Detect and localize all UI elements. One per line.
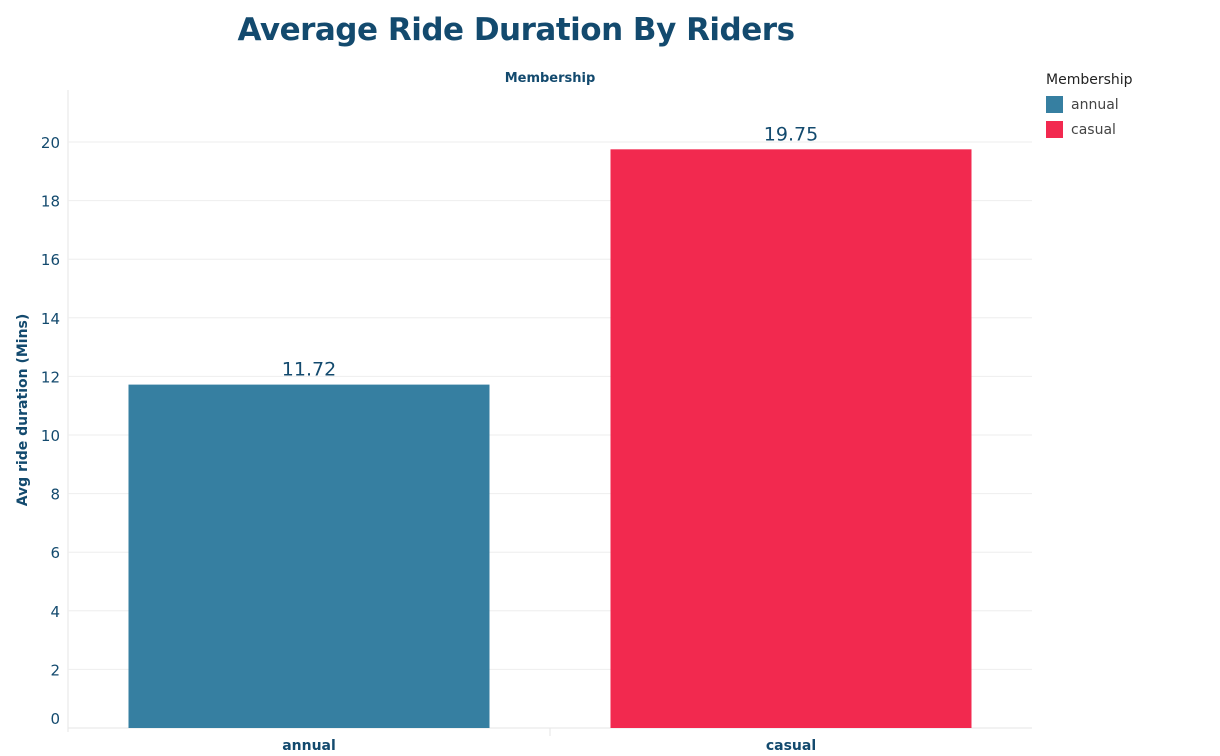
y-tick-label: 10: [41, 427, 60, 445]
bar-casual: [610, 149, 972, 728]
legend: Membership annual casual: [1046, 72, 1133, 142]
y-tick-label: 2: [50, 661, 60, 679]
y-tick-label: 16: [41, 251, 60, 269]
y-tick-label: 20: [41, 134, 60, 152]
column-header-label: Membership: [504, 71, 596, 86]
y-tick-label: 8: [50, 486, 60, 504]
data-label-annual: 11.72: [282, 359, 336, 381]
y-tick-label: 18: [41, 193, 60, 211]
legend-swatch-annual: [1046, 96, 1063, 113]
legend-label-annual: annual: [1071, 96, 1119, 113]
y-tick-label: 0: [50, 710, 60, 728]
y-tick-label: 12: [41, 368, 60, 386]
x-tick-label-casual: casual: [766, 738, 816, 754]
y-tick-label: 6: [50, 544, 60, 562]
chart-title: Average Ride Duration By Riders: [237, 12, 795, 48]
legend-item-casual[interactable]: casual: [1046, 117, 1133, 142]
legend-title: Membership: [1046, 72, 1133, 88]
legend-label-casual: casual: [1071, 121, 1116, 138]
legend-swatch-casual: [1046, 121, 1063, 138]
y-tick-label: 4: [50, 603, 60, 621]
legend-item-annual[interactable]: annual: [1046, 92, 1133, 117]
data-label-casual: 19.75: [764, 123, 818, 145]
y-tick-label: 14: [41, 310, 60, 328]
bar-annual: [128, 384, 490, 728]
x-tick-label-annual: annual: [282, 738, 336, 754]
bar-chart-plot: 0 2 4 6 8 10 12 14 16 18 20 11.72 annual 19.75 casual: [41, 90, 1032, 754]
